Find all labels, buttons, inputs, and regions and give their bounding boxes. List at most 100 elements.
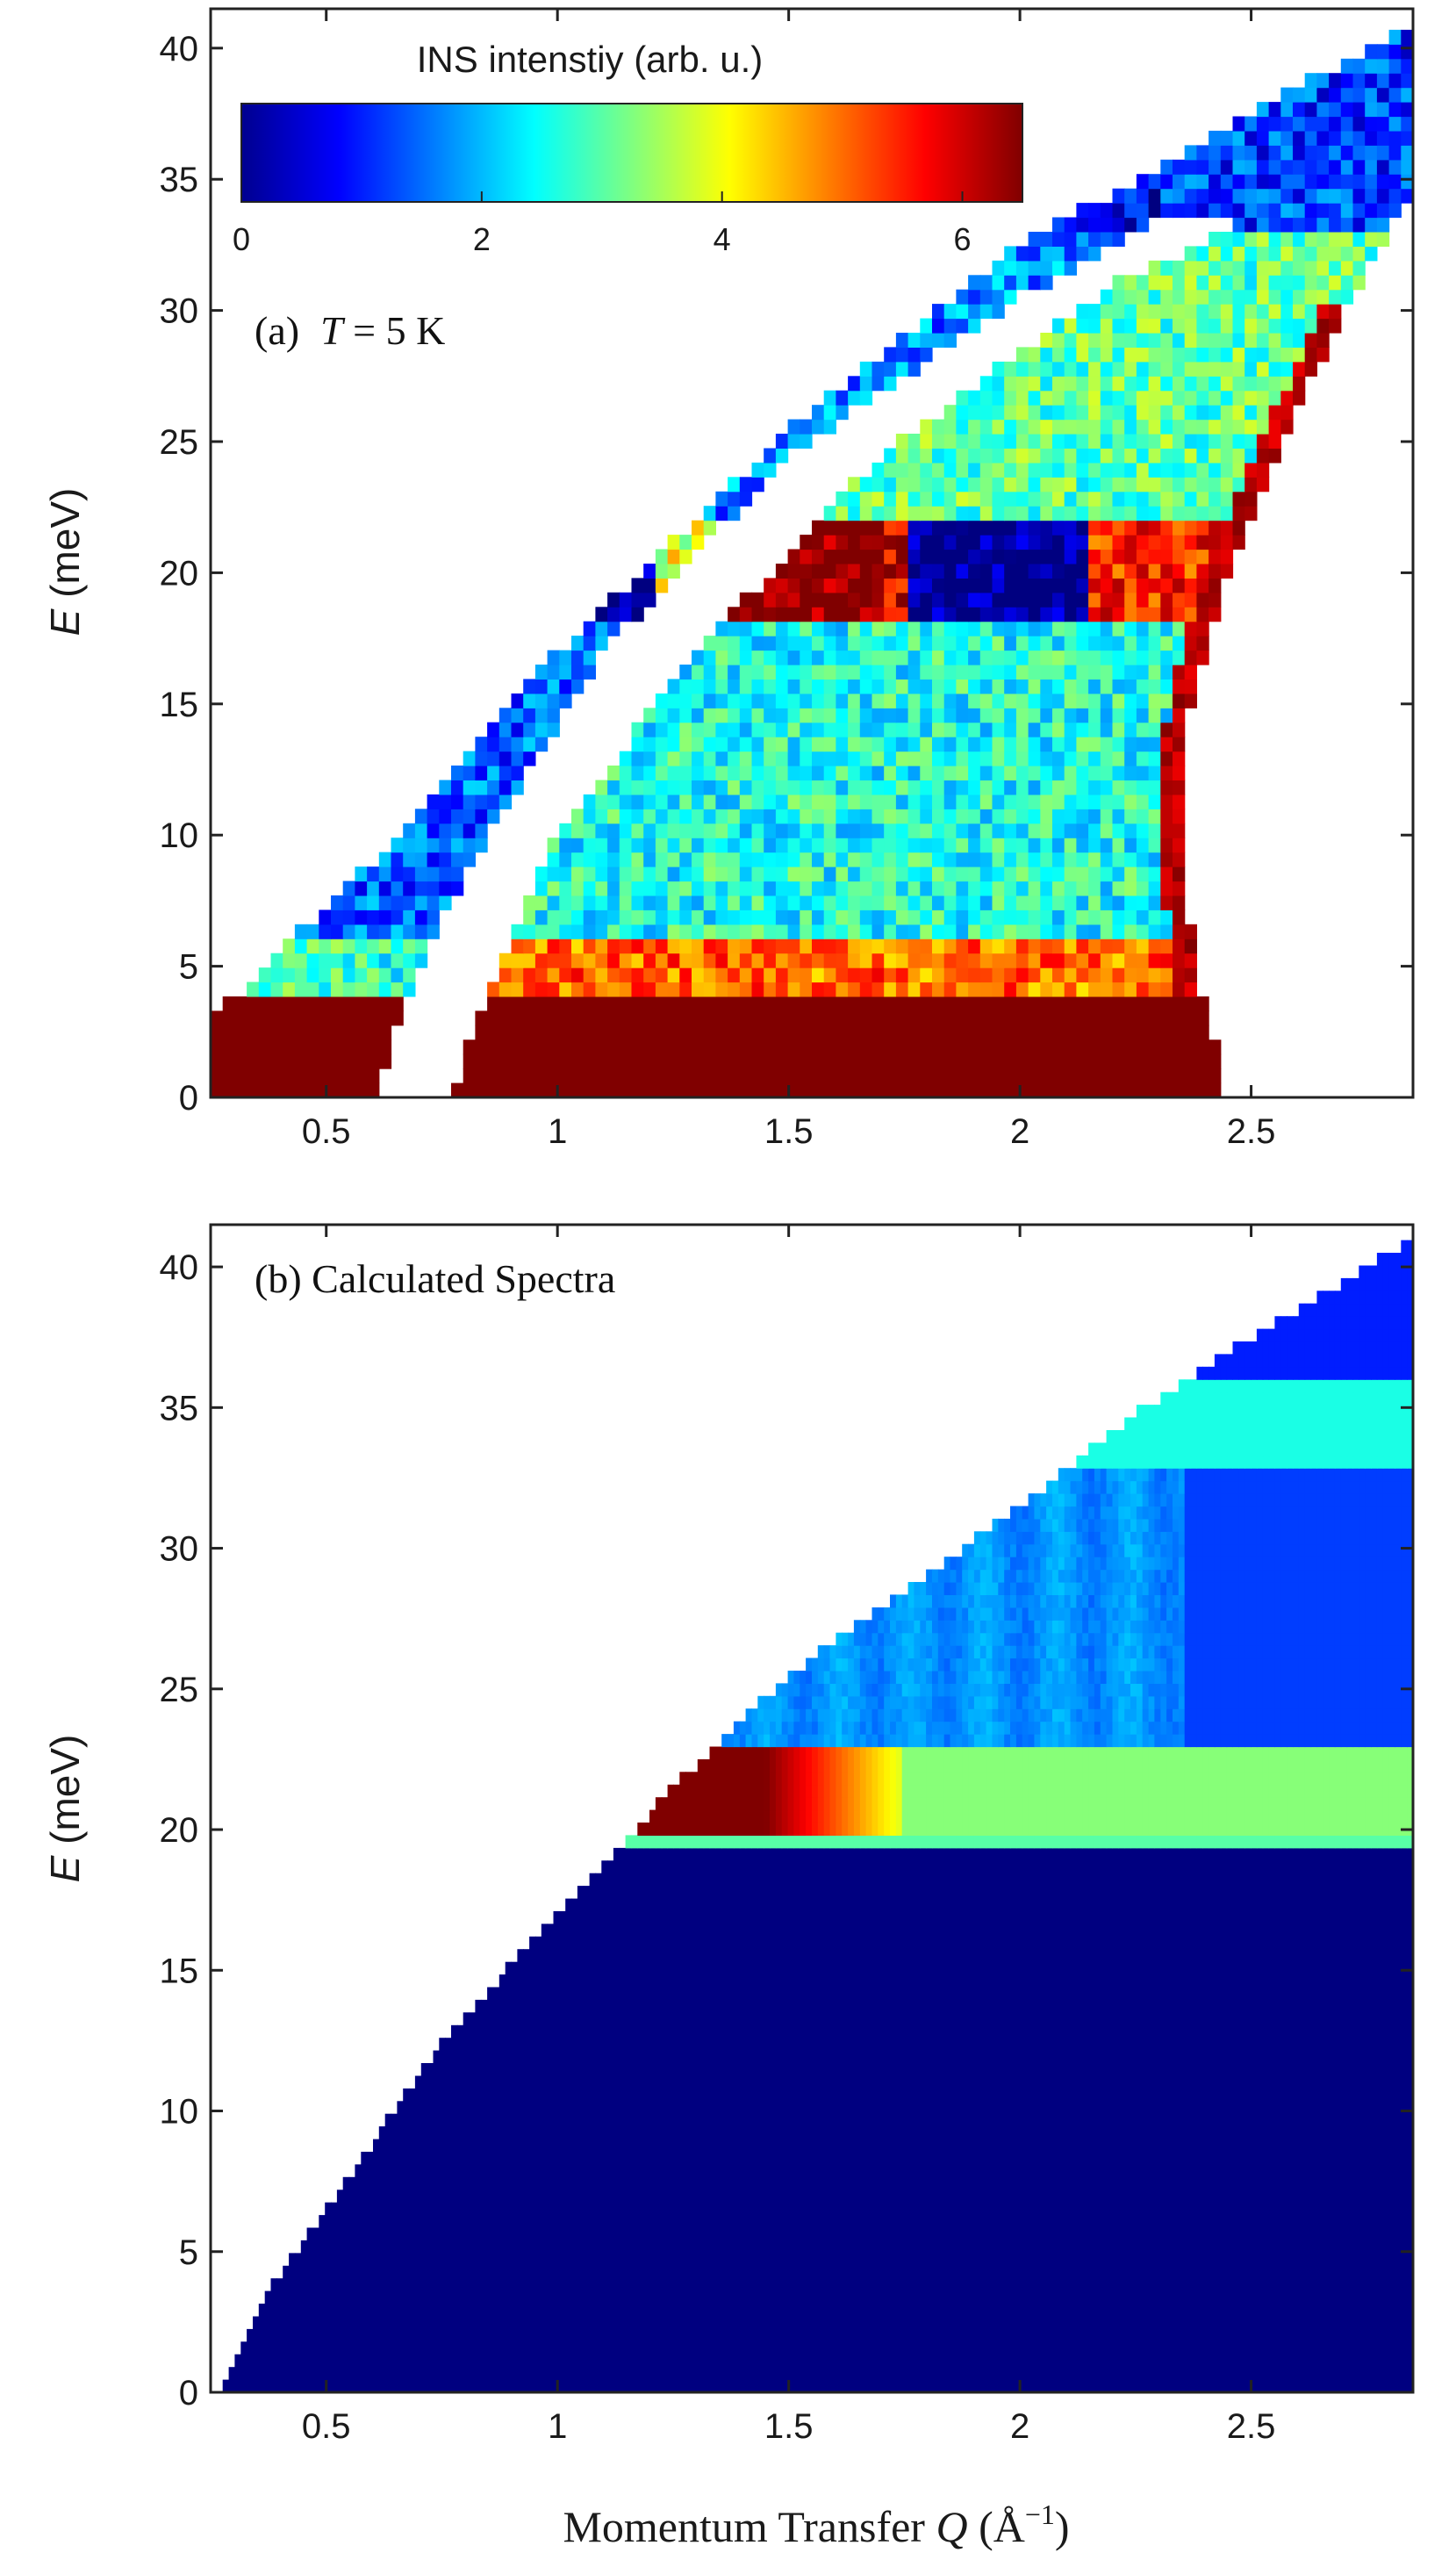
heatmap-cell-a (895, 881, 909, 896)
heatmap-cell-a (1184, 1082, 1197, 1097)
heatmap-cell-b (451, 2304, 458, 2317)
heatmap-cell-a (992, 275, 1005, 291)
heatmap-cell-b (589, 2316, 597, 2330)
heatmap-cell-a (378, 1039, 392, 1055)
heatmap-cell-a (1148, 938, 1161, 954)
heatmap-cell-a (943, 318, 957, 334)
heatmap-cell-a (692, 708, 705, 723)
heatmap-cell-b (667, 2354, 674, 2368)
heatmap-cell-b (427, 2290, 434, 2305)
heatmap-cell-a (1076, 780, 1089, 795)
heatmap-cell-a (871, 693, 885, 708)
heatmap-cell-b (487, 2316, 494, 2330)
heatmap-cell-a (1304, 318, 1317, 334)
heatmap-cell-b (1310, 2367, 1317, 2381)
heatmap-cell-a (979, 967, 993, 983)
heatmap-cell-b (878, 2367, 885, 2381)
heatmap-cell-a (968, 665, 981, 680)
heatmap-cell-a (523, 737, 536, 752)
heatmap-cell-b (493, 2367, 500, 2381)
heatmap-cell-b (613, 2328, 620, 2342)
heatmap-cell-a (331, 895, 344, 910)
heatmap-cell-a (968, 592, 981, 608)
heatmap-cell-a (1040, 809, 1053, 824)
heatmap-cell-b (1130, 2367, 1137, 2381)
heatmap-cell-a (1100, 838, 1114, 853)
heatmap-cell-a (1136, 737, 1150, 752)
heatmap-cell-b (1070, 2304, 1077, 2317)
heatmap-cell-a (1209, 361, 1222, 377)
heatmap-cell-a (595, 1082, 608, 1097)
heatmap-cell-b (1010, 2379, 1017, 2392)
heatmap-cell-a (1100, 448, 1114, 464)
heatmap-cell-a (331, 924, 344, 939)
heatmap-cell-b (667, 2379, 674, 2392)
heatmap-cell-b (986, 2367, 993, 2381)
heatmap-cell-b (289, 2278, 296, 2292)
heatmap-cell-b (1004, 2354, 1011, 2368)
heatmap-cell-a (1173, 881, 1186, 896)
heatmap-cell-a (979, 953, 993, 968)
heatmap-cell-a (932, 491, 945, 507)
heatmap-cell-a (739, 881, 753, 896)
heatmap-cell-a (859, 1010, 873, 1026)
heatmap-cell-b (498, 2290, 506, 2305)
heatmap-cell-b (312, 2354, 319, 2368)
heatmap-cell-b (655, 2341, 663, 2355)
heatmap-cell-a (643, 708, 656, 723)
heatmap-cell-a (956, 578, 969, 593)
heatmap-cell-a (932, 708, 945, 723)
heatmap-cell-a (1173, 852, 1186, 867)
heatmap-cell-b (890, 2316, 897, 2330)
heatmap-cell-a (751, 823, 764, 838)
heatmap-cell-b (637, 2367, 644, 2381)
heatmap-cell-a (1196, 592, 1209, 608)
heatmap-cell-a (1124, 895, 1137, 910)
heatmap-cell-b (583, 2341, 591, 2355)
heatmap-cell-a (728, 679, 741, 694)
heatmap-cell-a (1004, 289, 1017, 305)
heatmap-cell-a (787, 852, 800, 867)
heatmap-cell-b (325, 2316, 332, 2330)
heatmap-cell-a (1076, 376, 1089, 392)
heatmap-cell-a (1160, 838, 1173, 853)
heatmap-cell-a (1124, 361, 1137, 377)
heatmap-cell-a (1076, 462, 1089, 478)
heatmap-cell-a (667, 766, 680, 780)
heatmap-cell-b (733, 2316, 741, 2330)
heatmap-cell-a (1028, 419, 1041, 435)
heatmap-cell-b (355, 2367, 362, 2381)
heatmap-cell-a (667, 982, 680, 997)
heatmap-cell-a (1100, 535, 1114, 550)
heatmap-cell-a (1076, 910, 1089, 925)
heatmap-cell-b (787, 2341, 795, 2355)
heatmap-cell-a (692, 693, 705, 708)
heatmap-cell-a (1052, 217, 1065, 233)
heatmap-cell-a (895, 477, 909, 493)
heatmap-cell-a (1244, 347, 1258, 363)
heatmap-cell-a (739, 665, 753, 680)
heatmap-cell-b (498, 2379, 506, 2392)
heatmap-cell-a (800, 809, 813, 824)
heatmap-cell-b (1401, 2304, 1408, 2317)
heatmap-cell-b (270, 2379, 277, 2392)
heatmap-cell-a (487, 794, 500, 809)
heatmap-cell-b (679, 2278, 686, 2292)
heatmap-cell-b (907, 2290, 914, 2305)
heatmap-cell-b (1226, 2341, 1233, 2355)
heatmap-cell-b (511, 2316, 518, 2330)
heatmap-cell-a (1173, 491, 1186, 507)
heatmap-cell-b (721, 2328, 728, 2342)
heatmap-cell-a (1100, 650, 1114, 665)
heatmap-cell-b (336, 2341, 344, 2355)
heatmap-cell-b (1262, 2316, 1270, 2330)
heatmap-cell-b (901, 2379, 909, 2392)
heatmap-cell-b (1046, 2354, 1053, 2368)
heatmap-cell-a (1004, 838, 1017, 853)
heatmap-cell-a (1100, 592, 1114, 608)
heatmap-cell-b (859, 2341, 867, 2355)
heatmap-cell-b (1376, 2304, 1384, 2317)
heatmap-cell-b (895, 2290, 903, 2305)
heatmap-cell-a (1196, 1010, 1209, 1026)
heatmap-cell-a (487, 809, 500, 824)
